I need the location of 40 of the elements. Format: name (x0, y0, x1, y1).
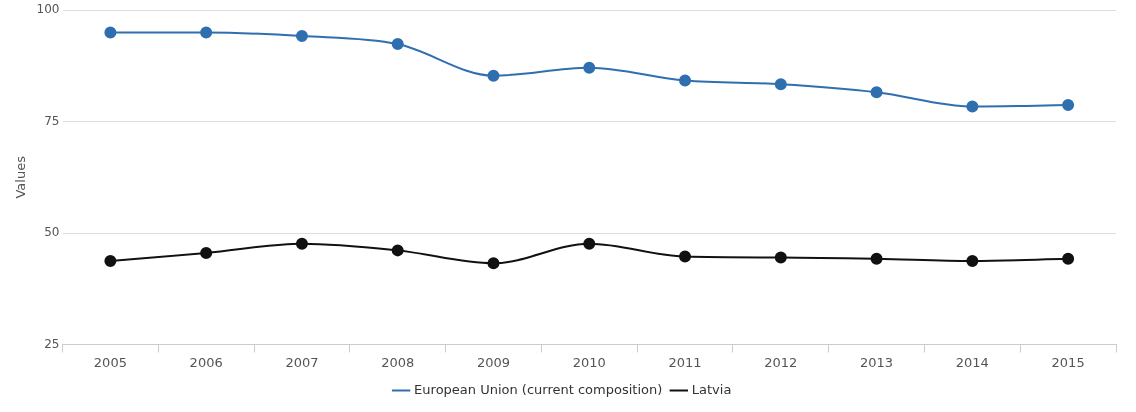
point (870, 86, 883, 99)
x-tick-label: 2012 (764, 354, 798, 370)
point (679, 74, 692, 87)
point (870, 252, 883, 265)
point (104, 26, 117, 39)
x-tick-label: 2010 (572, 354, 606, 370)
x-tick-label: 2008 (381, 354, 415, 370)
x-tick-label: 2005 (93, 354, 127, 370)
legend-label: European Union (current composition) (414, 381, 663, 397)
point (295, 237, 308, 250)
point (391, 244, 404, 257)
point (966, 100, 979, 113)
point (391, 38, 404, 51)
x-tick-label: 2013 (860, 354, 894, 370)
legend-label: Latvia (691, 381, 732, 397)
point (1062, 99, 1075, 112)
point (774, 251, 787, 264)
x-tick-label: 2006 (189, 354, 223, 370)
point (200, 247, 213, 260)
point (487, 69, 500, 82)
y-axis-title: Values (13, 155, 29, 199)
point (774, 78, 787, 91)
x-tick-label: 2015 (1051, 354, 1085, 370)
point (583, 61, 596, 74)
point (679, 250, 692, 263)
x-tick-label: 2011 (668, 354, 702, 370)
x-tick-label: 2014 (955, 354, 989, 370)
x-tick-label: 2009 (476, 354, 511, 370)
y-tick-label: 75 (44, 113, 60, 128)
point (966, 255, 979, 268)
y-tick-label: 50 (44, 225, 60, 240)
point (104, 255, 117, 268)
point (487, 257, 500, 270)
y-tick-label: 100 (36, 2, 60, 17)
point (583, 237, 596, 250)
y-tick-label: 25 (44, 336, 60, 351)
point (1062, 252, 1075, 265)
point (295, 30, 308, 43)
x-tick-label: 2007 (285, 354, 319, 370)
point (200, 26, 213, 39)
